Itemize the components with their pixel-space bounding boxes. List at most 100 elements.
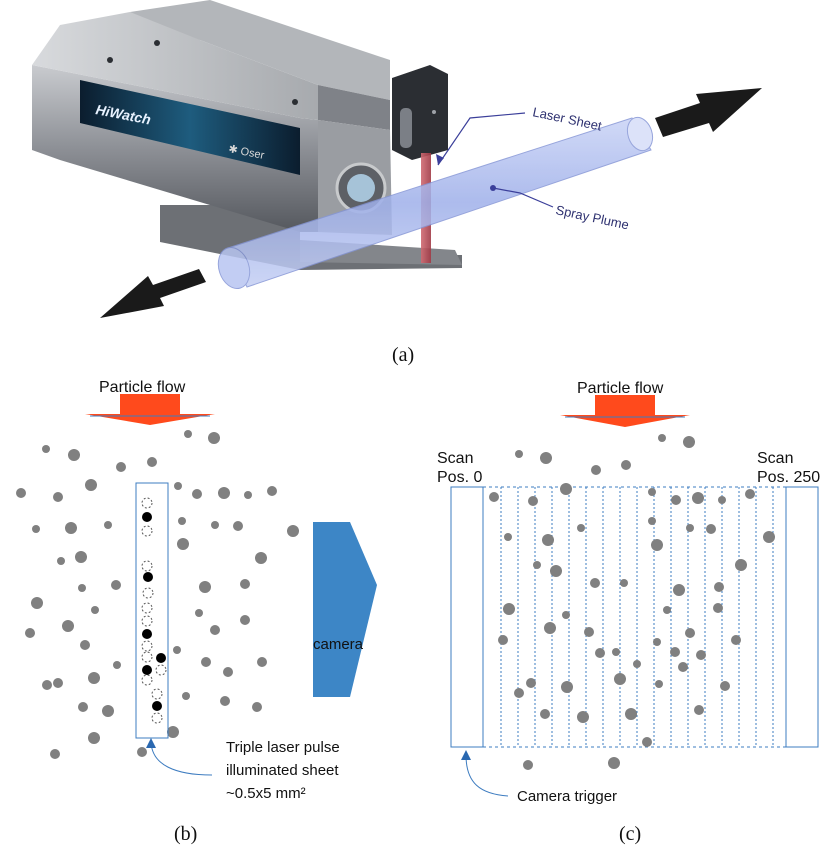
particle-flow-arrow-b-icon <box>85 394 215 425</box>
particle <box>252 702 262 712</box>
particle-flow-label-b: Particle flow <box>99 379 186 396</box>
particle <box>174 482 182 490</box>
screw-icon <box>107 57 113 63</box>
particle <box>653 638 661 646</box>
screw-icon <box>154 40 160 46</box>
particle <box>648 488 656 496</box>
spray-plume-label: Spray Plume <box>554 202 630 232</box>
particle <box>763 531 775 543</box>
particle <box>515 450 523 458</box>
particle-field-b <box>16 430 299 759</box>
particle <box>731 635 741 645</box>
pulse-outline-particle <box>151 688 163 700</box>
caption-c: (c) <box>619 823 641 845</box>
particle <box>233 521 243 531</box>
particle <box>177 538 189 550</box>
lens-inner <box>347 174 375 202</box>
panel-b: Particle flow camera Triple laser pulse … <box>16 379 377 845</box>
particle <box>102 705 114 717</box>
display-panel <box>80 80 300 175</box>
particle <box>713 603 723 613</box>
scan-end-slot <box>785 486 819 748</box>
pulse-outline-particle <box>141 497 153 509</box>
particle <box>75 551 87 563</box>
particle <box>706 524 716 534</box>
particle <box>503 603 515 615</box>
particle <box>642 737 652 747</box>
trigger-leader <box>465 754 509 797</box>
camera-shape <box>313 522 377 697</box>
particle <box>195 609 203 617</box>
particle <box>211 521 219 529</box>
particle <box>561 681 573 693</box>
particle <box>720 681 730 691</box>
laser-sheet-label: Laser Sheet <box>531 104 603 133</box>
particle <box>116 462 126 472</box>
device-upper-box <box>130 0 390 100</box>
particle <box>633 660 641 668</box>
pulse-outline-particle <box>141 560 153 572</box>
particle <box>685 628 695 638</box>
particle <box>745 489 755 499</box>
particle <box>533 561 541 569</box>
particle <box>540 709 550 719</box>
particle <box>591 465 601 475</box>
particle <box>184 430 192 438</box>
particle <box>621 460 631 470</box>
particle <box>78 702 88 712</box>
particle <box>287 525 299 537</box>
device-body-top <box>32 12 318 120</box>
particle <box>91 606 99 614</box>
particle <box>550 565 562 577</box>
pulse-outline-particle <box>141 525 153 537</box>
trigger-arrowhead-icon <box>461 750 471 760</box>
particle <box>686 524 694 532</box>
particle <box>104 521 112 529</box>
particle <box>80 640 90 650</box>
sheet-particles <box>141 497 167 724</box>
particle <box>267 486 277 496</box>
illuminated-particle <box>152 701 162 711</box>
particle <box>663 606 671 614</box>
sheet-caption-line3: ~0.5x5 mm² <box>226 785 306 802</box>
scan-end-line1: Scan <box>757 450 793 467</box>
particle <box>167 726 179 738</box>
particle <box>240 615 250 625</box>
particle <box>199 581 211 593</box>
particle <box>528 496 538 506</box>
particle <box>651 539 663 551</box>
particle <box>240 579 250 589</box>
particle <box>208 432 220 444</box>
plume-end-right <box>626 116 654 152</box>
spray-plume <box>217 116 654 290</box>
laser-sheet-leader <box>437 112 526 166</box>
particle <box>244 491 252 499</box>
particle <box>147 457 157 467</box>
scan-start-line1: Scan <box>437 450 473 467</box>
particle <box>735 559 747 571</box>
particle <box>16 488 26 498</box>
particle <box>608 757 620 769</box>
particle <box>590 578 600 588</box>
pulse-outline-particle <box>141 674 153 686</box>
caption-b: (b) <box>174 823 197 845</box>
particle <box>514 688 524 698</box>
sheet-callout-leader <box>150 741 213 776</box>
particle <box>673 584 685 596</box>
sheet-callout-arrowhead-icon <box>146 738 156 748</box>
particle <box>78 584 86 592</box>
particle <box>31 597 43 609</box>
particle <box>595 648 605 658</box>
particle <box>612 648 620 656</box>
particle <box>220 696 230 706</box>
particle <box>42 680 52 690</box>
particle <box>32 525 40 533</box>
caption-a: (a) <box>392 344 414 366</box>
particle <box>540 452 552 464</box>
particle <box>577 524 585 532</box>
particle <box>683 436 695 448</box>
particle <box>88 672 100 684</box>
particle <box>489 492 499 502</box>
particle <box>625 708 637 720</box>
particle <box>526 678 536 688</box>
